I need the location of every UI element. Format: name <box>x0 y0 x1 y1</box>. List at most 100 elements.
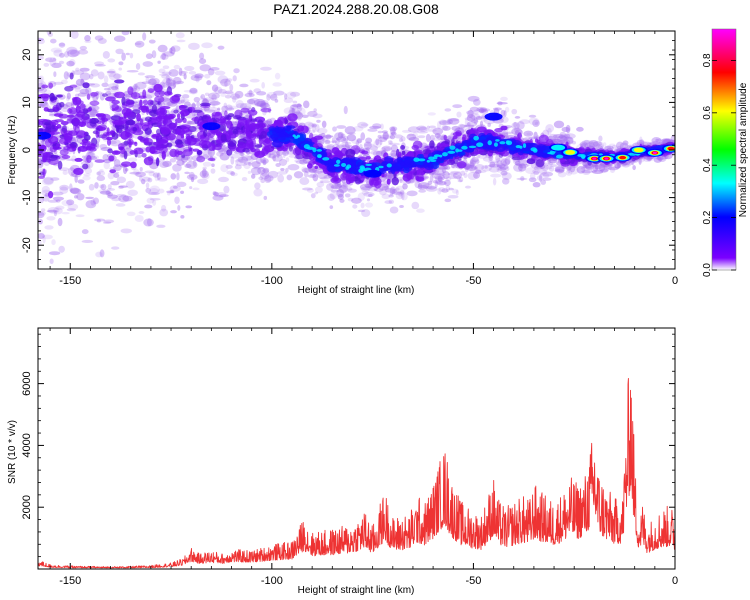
spectrogram-cell <box>638 156 642 165</box>
spectrogram-cell <box>259 156 266 164</box>
spectrogram-cell <box>152 134 157 138</box>
spectrogram-cell <box>241 129 247 135</box>
spectrogram-cell <box>389 133 394 139</box>
spectrogram-cell <box>162 65 170 70</box>
spectrogram-cell <box>407 133 414 137</box>
spectrogram-cell <box>243 161 251 170</box>
spectrogram-cell <box>256 100 267 107</box>
spectrogram-cell <box>129 52 134 59</box>
spectrogram-cell <box>511 108 518 115</box>
spectrogram-cell <box>329 205 334 210</box>
spectrogram-cell <box>157 177 168 182</box>
spectrogram-cell <box>134 42 142 46</box>
spectrogram-cell <box>102 154 109 161</box>
spectrogram-cell <box>292 100 298 104</box>
spectrogram-cell <box>616 162 621 170</box>
spectrogram-cell <box>307 110 318 117</box>
spectrogram-cell <box>320 180 331 184</box>
spectrogram-cell <box>105 190 111 196</box>
spectrogram-cell <box>400 192 408 201</box>
spectrogram-cell <box>622 162 630 168</box>
spectrogram-cell <box>397 156 403 162</box>
spectrogram-cell <box>489 109 496 114</box>
spectrogram-cell <box>145 187 151 194</box>
spectrogram-cell <box>503 110 507 117</box>
spectrogram-cell <box>555 134 559 141</box>
spectrogram-cell <box>441 125 449 131</box>
spectrogram-cell <box>383 132 389 140</box>
spectrogram-cell <box>356 138 362 144</box>
spectrogram-cell <box>280 168 285 172</box>
spectrogram-cell <box>261 102 269 105</box>
spectrogram-cell <box>133 147 144 155</box>
spectrogram-cell <box>175 144 185 148</box>
spectrogram-cell <box>126 138 134 146</box>
spectrogram-cell <box>89 100 100 106</box>
spectrogram-cell <box>499 166 510 172</box>
spectrogram-cell <box>137 72 146 76</box>
spectrogram-cell <box>187 143 192 152</box>
spectrogram-cell <box>56 124 62 129</box>
spectrogram-cell <box>107 171 115 180</box>
spectrogram-cell <box>488 160 499 164</box>
spectrogram-cell <box>42 235 46 244</box>
spectrogram-cell <box>439 120 452 126</box>
spectrogram-cell <box>207 157 216 162</box>
spectrogram-cell <box>144 170 155 174</box>
spectrogram-cell <box>351 138 363 145</box>
spectrogram-cell <box>475 116 483 120</box>
spectrogram-cell <box>423 161 428 169</box>
spectrogram-cell <box>45 138 52 148</box>
spectrogram-cell <box>386 178 391 185</box>
spectrogram-cell <box>235 100 244 109</box>
spectrogram-cell <box>59 184 70 191</box>
spectrogram-cell <box>227 139 237 147</box>
spectrogram-cell <box>49 258 54 265</box>
spectrogram-cell <box>606 145 612 151</box>
spectrogram-cell <box>103 219 115 224</box>
spectrogram-cell <box>398 193 403 197</box>
spectrogram-cell <box>217 89 227 94</box>
spectrogram-cell <box>519 164 523 169</box>
spectrogram-cell <box>170 46 176 55</box>
spectrogram-cell <box>384 200 393 204</box>
spectrogram-cell <box>132 126 138 132</box>
spectrogram-cell <box>144 116 152 122</box>
spectrogram-cell <box>497 101 503 106</box>
spectrogram-cell <box>312 113 323 119</box>
spectrogram-cell <box>189 186 193 190</box>
spectrogram-cell <box>111 246 120 250</box>
spectrogram-cell <box>434 179 438 189</box>
spectrogram-cell <box>378 136 388 143</box>
spectrogram-cell <box>466 114 476 122</box>
spectrogram-cell <box>274 72 281 80</box>
spectrogram-cell <box>261 82 265 89</box>
spectrogram-cell <box>514 160 521 166</box>
spectrogram-cell <box>121 107 133 116</box>
spectrogram-cell <box>325 134 332 140</box>
spectrogram-cell <box>442 171 450 179</box>
spectrogram-cell <box>431 137 443 141</box>
spectrogram-cell <box>464 165 469 173</box>
spectrogram-cell <box>408 137 420 142</box>
spectrogram-cell <box>385 175 392 180</box>
spectrogram-cell <box>426 159 431 163</box>
spectrogram-cell <box>254 182 261 190</box>
spectrogram-cell <box>106 70 116 74</box>
spectrogram-cell <box>321 120 327 128</box>
spectrogram-cell <box>193 96 201 103</box>
spectrogram-cell <box>260 178 266 184</box>
spectrogram-cell <box>72 70 85 75</box>
spectrogram-cell <box>375 138 380 146</box>
spectrogram-cell <box>427 185 437 190</box>
spectrogram-cell <box>70 103 75 109</box>
spectrogram-cell <box>275 162 281 168</box>
spectrogram-cell <box>176 159 185 166</box>
spectrogram-cell <box>40 145 47 150</box>
spectrogram-cell <box>619 142 629 151</box>
spectrogram-cell <box>579 142 588 146</box>
spectrogram-cell <box>432 127 444 135</box>
spectrogram-cell <box>165 101 171 107</box>
spectrogram-cell <box>204 109 216 113</box>
spectrogram-cell <box>107 183 112 190</box>
